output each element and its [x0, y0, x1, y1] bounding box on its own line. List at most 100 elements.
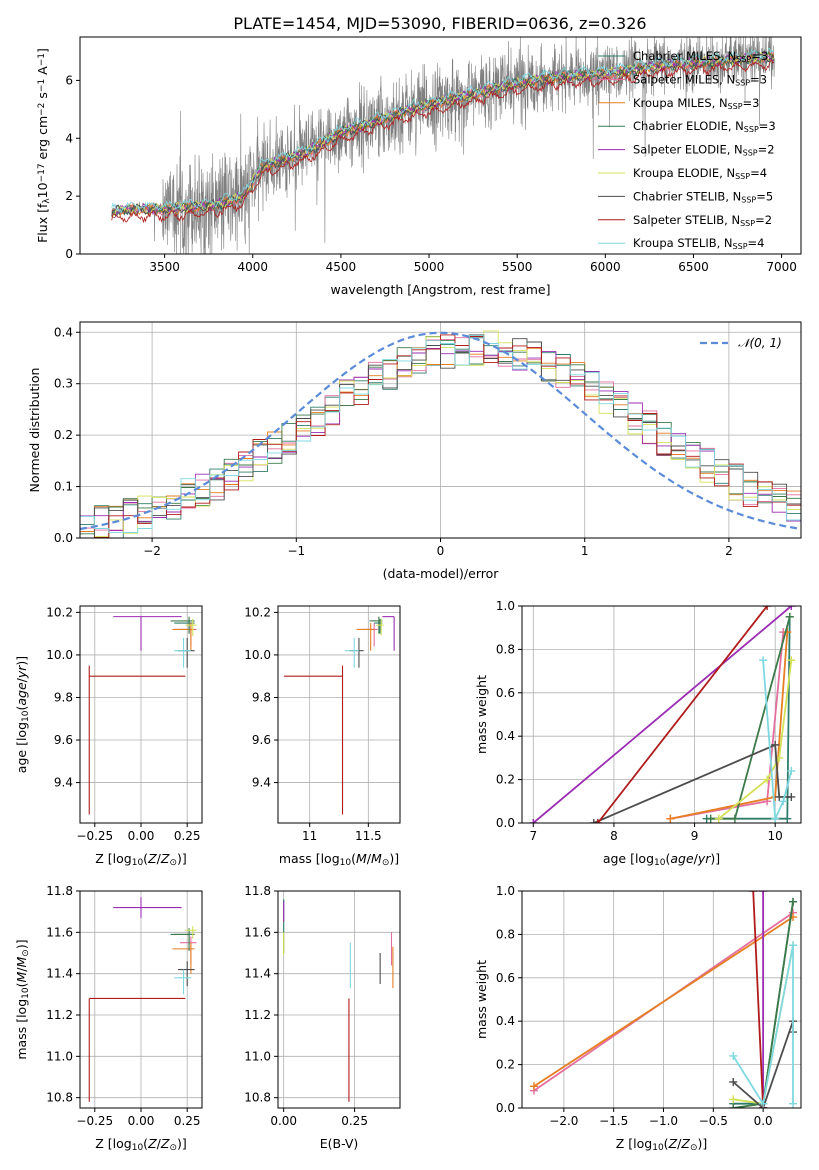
weight-marker: [759, 1099, 768, 1108]
errorbar-kroupa_miles: [172, 942, 195, 974]
y-tick-label: 0.0: [496, 1101, 515, 1115]
weight-marker: [729, 1104, 738, 1108]
errorbar-kroupa_stelib: [174, 969, 191, 995]
axes-frame: [521, 605, 802, 824]
plot-area: [80, 891, 202, 1108]
y-tick-label: 10.2: [244, 605, 271, 619]
panel-mass_vs_Z: −0.25 0.00 0.25 10.8 11.0 11.2 11.4 11.6 11.8 Z […: [14, 884, 203, 1153]
weight-marker: [729, 1095, 738, 1104]
panel-mass_vs_ebv: 0.00 0.25 10.8 11.0 11.2 11.4 11.6 11.8 E(B-V): [244, 884, 401, 1151]
x-tick-label: 5000: [414, 260, 445, 274]
weight-series-salpeter_elodie: [529, 606, 796, 823]
weight-marker: [763, 606, 772, 610]
weight-line: [762, 660, 793, 823]
weight-marker: [730, 814, 739, 823]
model-line-salpeter_stelib: [111, 59, 775, 223]
histogram-chabrier_stelib: [80, 334, 801, 538]
weight-line: [597, 606, 768, 823]
panel-spectrum: 3500 4000 4500 5000 5500 6000 6500 7000 0 2 4 6 wave…: [35, 36, 802, 297]
x-axis-label: wavelength [Angstrom, rest frame]: [330, 282, 550, 297]
weight-marker: [706, 814, 715, 823]
x-tick-label: 7000: [766, 260, 797, 274]
x-axis-label: Z [log10(Z/Z⊙)]: [95, 1136, 187, 1153]
y-tick-label: 11.2: [46, 1008, 73, 1022]
y-tick-label: 0.4: [496, 729, 515, 743]
y-tick-label: 4: [65, 131, 73, 145]
x-tick-label: 5500: [502, 260, 533, 274]
weight-series-salpeter_stelib: [593, 606, 772, 823]
legend-entry: Salpeter MILES, NSSP=3: [633, 72, 767, 87]
legend-entry: Salpeter ELODIE, NSSP=2: [633, 143, 775, 158]
legend-entry: Kroupa ELODIE, NSSP=4: [633, 166, 767, 181]
weight-marker: [666, 814, 675, 823]
y-tick-label: 0: [65, 247, 73, 261]
x-tick-label: 0.00: [128, 1114, 155, 1128]
errorbar-chabrier_elodie: [170, 928, 195, 951]
weight-marker: [529, 1082, 538, 1091]
x-axis-label: mass [log10(M/M⊙)]: [279, 851, 399, 868]
panel-age_vs_Z: −0.25 0.00 0.25 9.4 9.6 9.8 10.0 10.2 Z [log10(Z…: [14, 605, 203, 868]
weight-marker: [789, 1099, 798, 1108]
weight-marker: [787, 792, 796, 801]
weight-line: [718, 660, 793, 820]
weight-marker: [789, 897, 798, 906]
plot-area: [111, 37, 775, 254]
y-tick-label: 9.4: [252, 776, 271, 790]
weight-series-chabrier_miles: [702, 612, 794, 823]
y-tick-label: 0.8: [496, 642, 515, 656]
x-tick-label: 2: [725, 544, 733, 558]
legend-entry: Chabrier MILES, NSSP=3: [633, 49, 768, 64]
legend-entry: Kroupa MILES, NSSP=3: [633, 96, 759, 111]
model-line-kroupa_elodie: [111, 51, 775, 219]
axes-frame: [79, 36, 802, 255]
x-tick-label: 3500: [149, 260, 180, 274]
errorbar-salpeter_elodie: [382, 616, 395, 651]
plot-area: [522, 891, 801, 1108]
x-tick-label: −0.25: [76, 829, 113, 843]
y-tick-label: 11.4: [244, 967, 271, 981]
errorbar-kroupa_elodie: [185, 618, 197, 636]
errorbar-salpeter_elodie: [113, 897, 182, 918]
y-tick-label: 11.0: [46, 1049, 73, 1063]
weight-marker: [787, 656, 796, 665]
panel-weight_vs_Z: −2.0 −1.5 −1.0 −0.5 0.0 0.0 0.2 0.4 0.6 0.8 1.0 mas…: [474, 884, 802, 1153]
weight-marker: [771, 814, 780, 823]
y-tick-label: 0.2: [496, 1058, 515, 1072]
x-tick-label: 7: [529, 829, 537, 843]
weight-marker: [529, 819, 538, 823]
weight-marker: [593, 819, 602, 823]
y-tick-label: 11.0: [244, 1049, 271, 1063]
errorbar-kroupa_miles: [172, 623, 195, 651]
errorbar-kroupa_stelib: [344, 637, 359, 668]
x-tick-label: 0.00: [128, 829, 155, 843]
plot-area: [522, 606, 801, 823]
weight-line: [706, 616, 791, 820]
x-tick-label: 0.25: [341, 1114, 368, 1128]
x-tick-label: −1: [287, 544, 305, 558]
panel-weight_vs_age: 7 8 9 10 0.0 0.2 0.4 0.6 0.8 1.0 mass weight age [l…: [474, 599, 802, 868]
errorbar-chabrier_stelib: [177, 637, 195, 668]
weight-series-kroupa_stelib: [729, 941, 798, 1108]
y-tick-label: 0.2: [496, 773, 515, 787]
plot-area: [80, 606, 202, 823]
y-tick-label: 0.3: [54, 377, 73, 391]
x-tick-label: 10: [768, 829, 783, 843]
x-tick-label: 11.5: [355, 829, 382, 843]
weight-marker: [589, 819, 598, 823]
y-axis-label: mass weight: [474, 675, 489, 754]
weight-marker: [787, 606, 796, 610]
weight-marker: [783, 628, 792, 637]
y-axis-label: mass [log10(M/M⊙)]: [14, 939, 31, 1059]
y-axis-label: Flux [fλ10−17 erg cm−2 s−1 A−1]: [35, 48, 52, 243]
legend-entry: Chabrier STELIB, NSSP=5: [633, 189, 773, 204]
weight-line: [732, 945, 794, 1107]
weight-line: [532, 606, 792, 823]
weight-marker: [763, 775, 772, 784]
errorbar-salpeter_miles: [179, 623, 197, 647]
y-tick-label: 0.4: [54, 325, 73, 339]
errorbar-salpeter_stelib: [283, 665, 344, 815]
x-tick-label: 6000: [590, 260, 621, 274]
weight-line: [752, 891, 764, 1108]
x-tick-label: 9: [691, 829, 699, 843]
